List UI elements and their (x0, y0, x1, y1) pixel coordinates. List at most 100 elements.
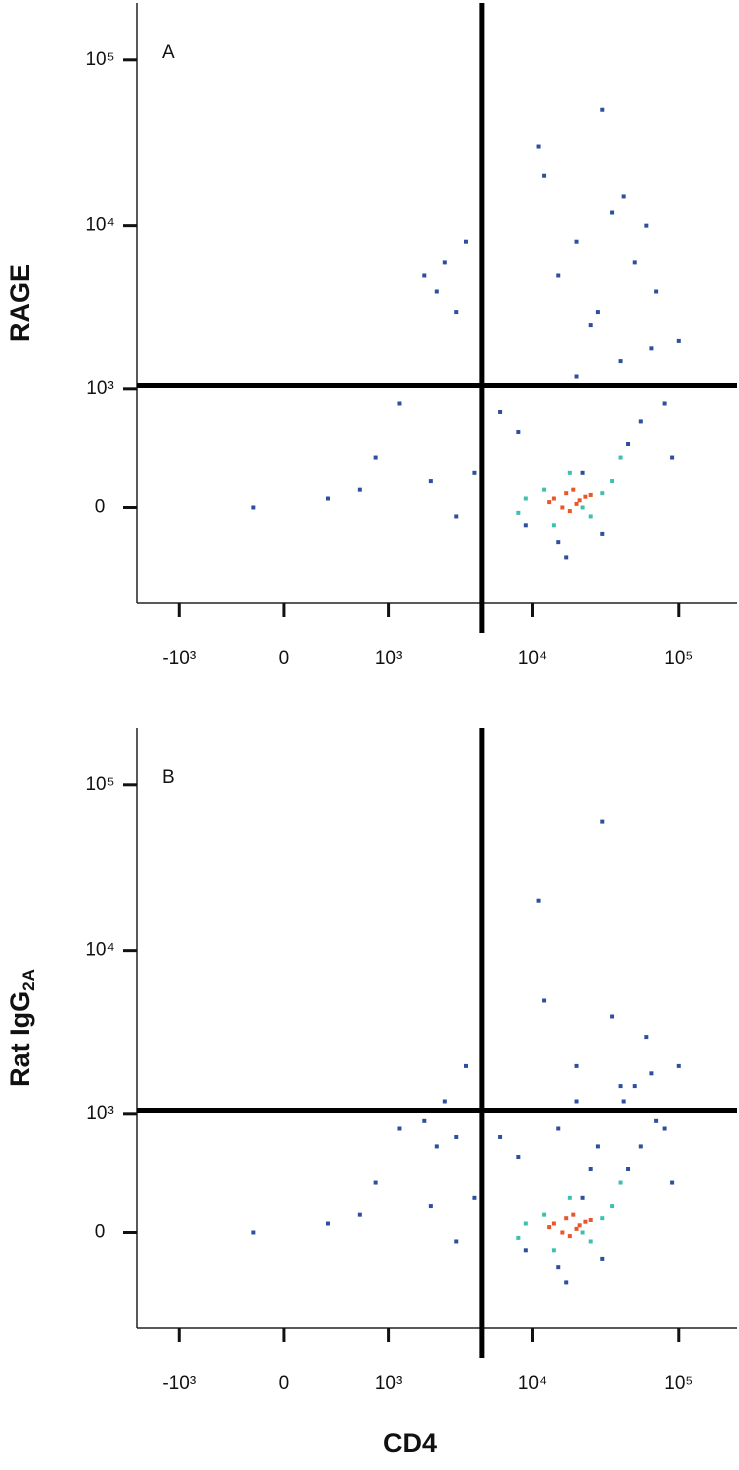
panel-label: B (162, 767, 175, 788)
event-point (536, 898, 541, 903)
y-tick-label: 10⁴ (85, 215, 114, 236)
event-point (516, 1235, 521, 1240)
event-point (428, 1204, 433, 1209)
event-point (588, 492, 593, 497)
event-point (588, 1239, 593, 1244)
event-point (574, 374, 579, 379)
event-point (516, 430, 521, 435)
event-point (618, 1180, 623, 1185)
event-point (454, 514, 459, 519)
event-point (588, 514, 593, 519)
event-point (556, 1265, 561, 1270)
y-tick-label: 10⁵ (85, 49, 114, 70)
x-tick-label: 10⁵ (664, 648, 693, 669)
event-point (434, 289, 439, 294)
event-point (422, 1118, 427, 1123)
y-tick-label: 10⁴ (85, 940, 114, 961)
event-point (574, 501, 579, 506)
event-point (463, 1063, 468, 1068)
event-point (567, 1195, 572, 1200)
event-point (551, 496, 556, 501)
event-point (600, 107, 605, 112)
event-point (251, 1230, 256, 1235)
event-point (463, 239, 468, 244)
x-tick-label: 10⁴ (518, 648, 547, 669)
event-point (551, 1221, 556, 1226)
event-point (560, 1230, 565, 1235)
event-point (542, 998, 547, 1003)
event-point (498, 1134, 503, 1139)
y-tick-label: 10³ (86, 1103, 113, 1124)
event-point (610, 1204, 615, 1209)
event-point (547, 500, 552, 505)
event-point (542, 487, 547, 492)
event-point (618, 455, 623, 460)
event-point (542, 173, 547, 178)
event-point (600, 1216, 605, 1221)
y-axis-title: RAGE (5, 264, 35, 342)
event-point (251, 505, 256, 510)
event-point (595, 1144, 600, 1149)
event-point (556, 540, 561, 545)
y-tick-label: 0 (95, 1222, 106, 1243)
event-point (571, 1212, 576, 1217)
event-point (600, 491, 605, 496)
x-tick-label: -10³ (162, 1373, 196, 1394)
x-tick-label: 10⁵ (664, 1373, 693, 1394)
event-point (600, 531, 605, 536)
event-point (583, 494, 588, 499)
event-point (516, 510, 521, 515)
y-axis-title-main: Rat IgG (5, 991, 35, 1087)
event-point (588, 1166, 593, 1171)
event-point (662, 1126, 667, 1131)
event-point (610, 479, 615, 484)
event-point (621, 194, 626, 199)
x-tick-label: -10³ (162, 648, 196, 669)
event-point (551, 523, 556, 528)
event-point (621, 1099, 626, 1104)
event-point (373, 455, 378, 460)
x-tick-label: 0 (279, 648, 290, 669)
event-point (472, 1195, 477, 1200)
event-point (454, 1239, 459, 1244)
event-point (564, 1216, 569, 1221)
event-point (638, 419, 643, 424)
event-point (551, 1248, 556, 1253)
event-point (454, 310, 459, 315)
event-point (523, 1221, 528, 1226)
event-point (626, 441, 631, 446)
event-point (422, 273, 427, 278)
event-point (600, 1256, 605, 1261)
event-point (670, 455, 675, 460)
event-point (595, 310, 600, 315)
panel-label: A (162, 42, 175, 63)
event-point (516, 1155, 521, 1160)
event-point (564, 1280, 569, 1285)
event-point (632, 260, 637, 265)
event-point (523, 1248, 528, 1253)
event-point (325, 1221, 330, 1226)
y-axis-title-main: RAGE (5, 264, 35, 342)
event-point (654, 289, 659, 294)
event-point (632, 1084, 637, 1089)
event-point (564, 491, 569, 496)
event-point (442, 260, 447, 265)
event-point (644, 1035, 649, 1040)
y-tick-label: 0 (95, 497, 106, 518)
event-point (428, 479, 433, 484)
x-axis-title: CD4 (383, 1428, 437, 1458)
event-point (638, 1144, 643, 1149)
event-point (556, 273, 561, 278)
event-point (580, 1230, 585, 1235)
event-point (523, 523, 528, 528)
event-point (536, 144, 541, 149)
event-point (580, 1195, 585, 1200)
event-point (397, 401, 402, 406)
event-point (618, 359, 623, 364)
event-point (676, 338, 681, 343)
y-tick-label: 10³ (86, 378, 113, 399)
event-point (547, 1225, 552, 1230)
event-point (574, 1099, 579, 1104)
event-point (472, 470, 477, 475)
